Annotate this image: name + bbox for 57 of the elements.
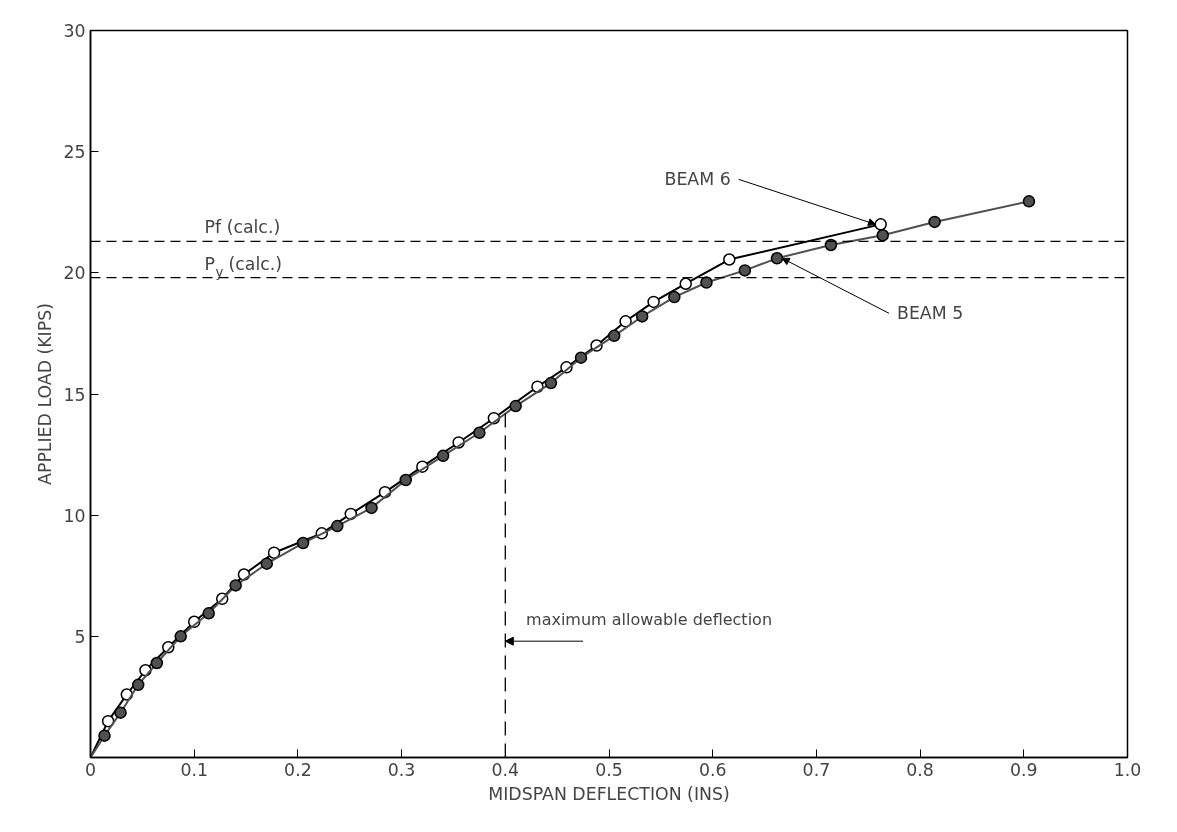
point (607, 329, 621, 343)
point (260, 557, 274, 570)
point (738, 264, 752, 277)
point (101, 714, 115, 728)
point (131, 678, 145, 692)
point (574, 351, 588, 364)
y-tick-label: 5 (74, 626, 86, 647)
x-tick-label: 0.8 (906, 759, 934, 780)
point (202, 607, 215, 620)
y-tick-label: 10 (63, 505, 86, 526)
point (331, 519, 344, 533)
x-tick-label: 0 (84, 759, 97, 780)
text: BEAM 6 (664, 169, 731, 190)
point (770, 252, 784, 265)
point (647, 295, 660, 309)
point (679, 277, 692, 290)
point (1022, 195, 1036, 208)
x-tick-label: 0.2 (284, 759, 312, 780)
point (174, 630, 187, 643)
ref-line-label: Pf (calc.) (204, 217, 281, 238)
x-tick-label: 1.0 (1113, 759, 1142, 780)
y-tick-label: 25 (63, 142, 86, 163)
x-tick-label: 0.3 (387, 759, 416, 780)
x-tick-label: 0.4 (491, 759, 520, 780)
y-tick-label: 20 (63, 263, 86, 284)
x-axis-title: MIDSPAN DEFLECTION (INS) (488, 783, 730, 804)
point (267, 546, 281, 559)
point (509, 399, 522, 413)
point (365, 501, 378, 515)
point (296, 536, 310, 550)
annotation: maximum allowable deflection (526, 610, 773, 630)
x-tick-label: 0.5 (595, 759, 623, 780)
text: BEAM 5 (896, 303, 964, 324)
point (876, 229, 890, 242)
point (668, 290, 681, 304)
point (544, 376, 558, 390)
point (874, 218, 887, 231)
point (150, 656, 164, 670)
x-tick-label: 0.7 (802, 759, 831, 780)
point (723, 253, 736, 266)
x-tick-label: 0.6 (698, 759, 727, 780)
x-tick-label: 0.9 (1010, 759, 1038, 780)
point (635, 310, 649, 323)
y-tick-label: 30 (63, 21, 86, 41)
x-tick-label: 0.1 (180, 759, 208, 780)
point (436, 449, 450, 463)
point (229, 579, 242, 592)
y-axis-title: APPLIED LOAD (KIPS) (35, 303, 56, 485)
point (473, 426, 486, 440)
point (928, 215, 941, 229)
point (619, 315, 632, 328)
y-tick-label: 15 (63, 384, 86, 405)
point (700, 276, 713, 289)
point (399, 473, 412, 487)
point (824, 238, 838, 252)
point (114, 706, 127, 719)
point (98, 729, 111, 742)
